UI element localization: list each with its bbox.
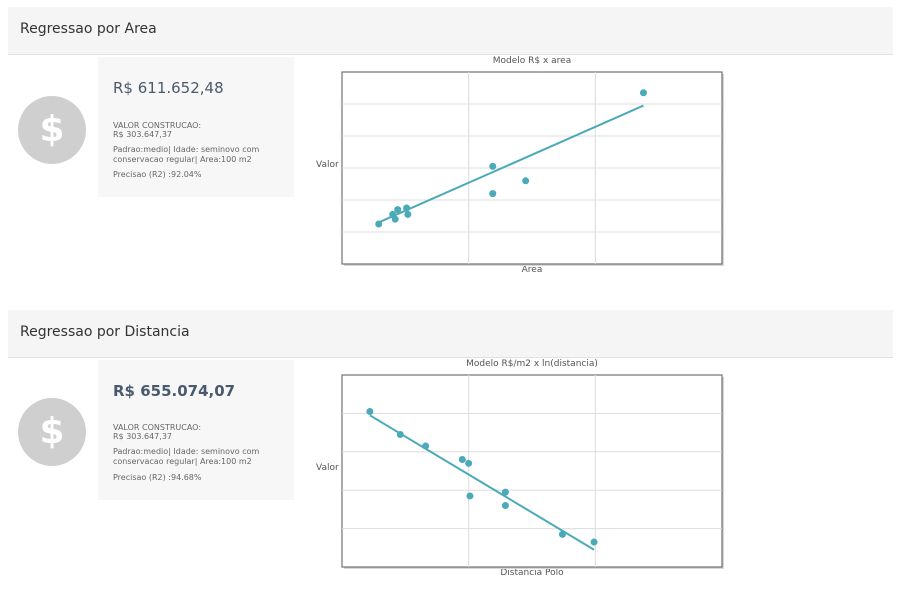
precisao: Precisao (R2) :92.04% [113, 170, 202, 179]
data-point [391, 215, 399, 223]
descricao: Padrao:medio| Idade: seminovo com conser… [113, 145, 260, 164]
regression-line [369, 414, 595, 551]
price-value: R$ 655.074,07 [113, 382, 236, 400]
descricao: Padrao:medio| Idade: seminovo com conser… [113, 447, 260, 466]
dollar-glyph: $ [39, 411, 65, 452]
data-point [558, 530, 566, 538]
data-point [394, 206, 402, 214]
info-card-distancia: R$ 655.074,07 VALOR CONSTRUCAO: R$ 303.6… [98, 360, 294, 500]
data-point [489, 190, 497, 198]
regression-line [378, 104, 644, 224]
chart-title: Modelo R$ x area [492, 56, 572, 66]
construcao-value: R$ 303.647,37 [113, 130, 172, 139]
scatter-plot [341, 374, 724, 569]
data-point [489, 162, 497, 170]
dollar-icon: $ [18, 96, 86, 164]
x-axis-label: Distancia Polo [500, 568, 564, 578]
data-point [501, 488, 509, 496]
scatter-plot [341, 71, 724, 266]
chart-area: Modelo R$ x area Valor Area [312, 56, 732, 288]
data-point [403, 204, 411, 212]
precisao: Precisao (R2) :94.68% [113, 473, 202, 482]
section-title: Regressao por Distancia [20, 324, 190, 340]
data-point [396, 431, 404, 439]
construcao-label: VALOR CONSTRUCAO: [113, 121, 202, 130]
dollar-glyph: $ [39, 109, 65, 150]
data-point [375, 220, 383, 228]
plot-area [341, 374, 723, 568]
section-header-area: Regressao por Area [8, 7, 893, 55]
data-point [465, 459, 473, 467]
data-point [639, 89, 647, 97]
data-point [366, 407, 374, 415]
data-point [590, 538, 598, 546]
data-point [522, 177, 530, 185]
construcao-label: VALOR CONSTRUCAO: [113, 423, 202, 432]
chart-title: Modelo R$/m2 x ln(distancia) [466, 359, 598, 369]
y-axis-label: Valor [316, 160, 339, 170]
data-point [458, 455, 466, 463]
x-axis-label: Area [521, 265, 543, 275]
y-axis-label: Valor [316, 463, 339, 473]
data-point [404, 210, 412, 218]
data-point [466, 492, 474, 500]
data-point [501, 502, 509, 510]
chart-distancia: Modelo R$/m2 x ln(distancia) Valor Dista… [312, 359, 732, 591]
construcao-value: R$ 303.647,37 [113, 432, 172, 441]
data-point [422, 442, 430, 450]
section-title: Regressao por Area [20, 21, 157, 37]
dollar-icon: $ [18, 398, 86, 466]
price-value: R$ 611.652,48 [113, 79, 224, 97]
info-card-area: R$ 611.652,48 VALOR CONSTRUCAO: R$ 303.6… [98, 57, 294, 197]
section-header-distancia: Regressao por Distancia [8, 310, 893, 358]
